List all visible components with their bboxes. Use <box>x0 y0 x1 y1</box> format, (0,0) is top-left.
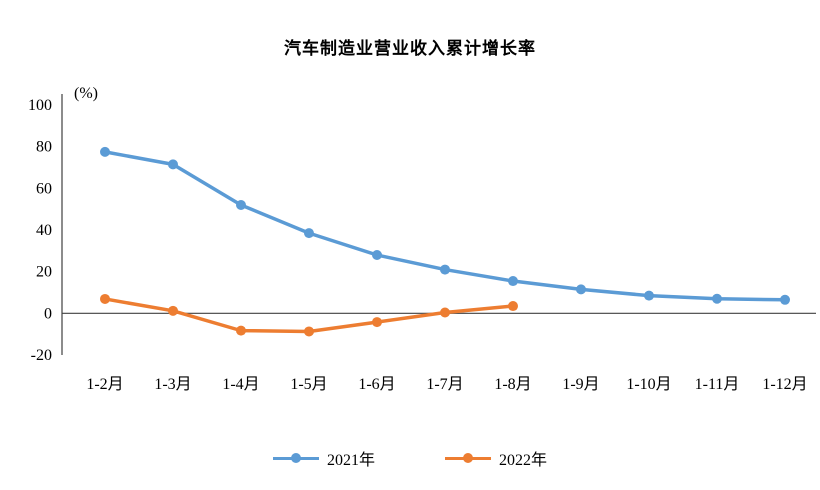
x-tick-label: 1-8月 <box>494 376 531 393</box>
data-point-2021年 <box>236 200 246 210</box>
chart-title: 汽车制造业营业收入累计增长率 <box>284 39 536 58</box>
data-point-2021年 <box>304 228 314 239</box>
x-tick-label: 1-7月 <box>426 376 463 393</box>
data-point-2021年 <box>440 264 450 275</box>
legend-swatch-2021-icon <box>272 453 319 463</box>
data-point-2021年 <box>168 159 178 170</box>
x-tick-label: 1-11月 <box>695 376 740 393</box>
x-tick-label: 1-10月 <box>626 376 671 393</box>
data-point-2022年 <box>304 326 314 337</box>
data-point-2021年 <box>780 294 790 305</box>
data-point-2021年 <box>508 276 518 287</box>
data-point-2021年 <box>576 284 586 295</box>
y-tick-label: 40 <box>36 222 52 239</box>
y-tick-label: 100 <box>28 97 52 114</box>
data-point-2021年 <box>100 146 110 157</box>
y-tick-label: 60 <box>36 180 52 197</box>
legend-item-2022: 2022年 <box>445 446 547 470</box>
legend-item-2021: 2021年 <box>272 446 375 470</box>
y-tick-label: 0 <box>44 305 52 322</box>
data-point-2022年 <box>508 301 518 312</box>
series-line-2021年 <box>103 150 787 302</box>
data-point-2022年 <box>440 307 450 318</box>
y-unit-label: (%) <box>74 85 98 102</box>
data-point-2022年 <box>236 325 246 336</box>
x-tick-label: 1-3月 <box>154 376 191 393</box>
legend-label-2022: 2022年 <box>499 452 548 469</box>
legend-swatch-2022-icon <box>445 453 491 463</box>
x-tick-label: 1-5月 <box>290 376 327 393</box>
chart-canvas: (%) 100 80 60 40 20 0 -20 1-2月 1-3月 1-4月 1-5月 1-6月 1-… <box>28 85 816 393</box>
data-point-2021年 <box>712 293 722 304</box>
y-tick-label: -20 <box>31 347 52 364</box>
data-point-2022年 <box>372 317 382 328</box>
y-tick-label: 20 <box>36 264 52 281</box>
data-point-2022年 <box>168 305 178 316</box>
x-tick-label: 1-6月 <box>358 376 395 393</box>
data-point-2021年 <box>644 290 654 301</box>
data-point-2021年 <box>372 250 382 260</box>
data-point-2022年 <box>100 293 110 304</box>
legend: 2021年 2022年 <box>0 446 820 470</box>
y-tick-label: 80 <box>36 139 52 156</box>
x-tick-label: 1-2月 <box>86 376 123 393</box>
x-tick-label: 1-4月 <box>222 376 259 393</box>
x-tick-label: 1-9月 <box>562 376 599 393</box>
legend-label-2021: 2021年 <box>326 452 375 469</box>
x-tick-label: 1-12月 <box>762 376 807 393</box>
